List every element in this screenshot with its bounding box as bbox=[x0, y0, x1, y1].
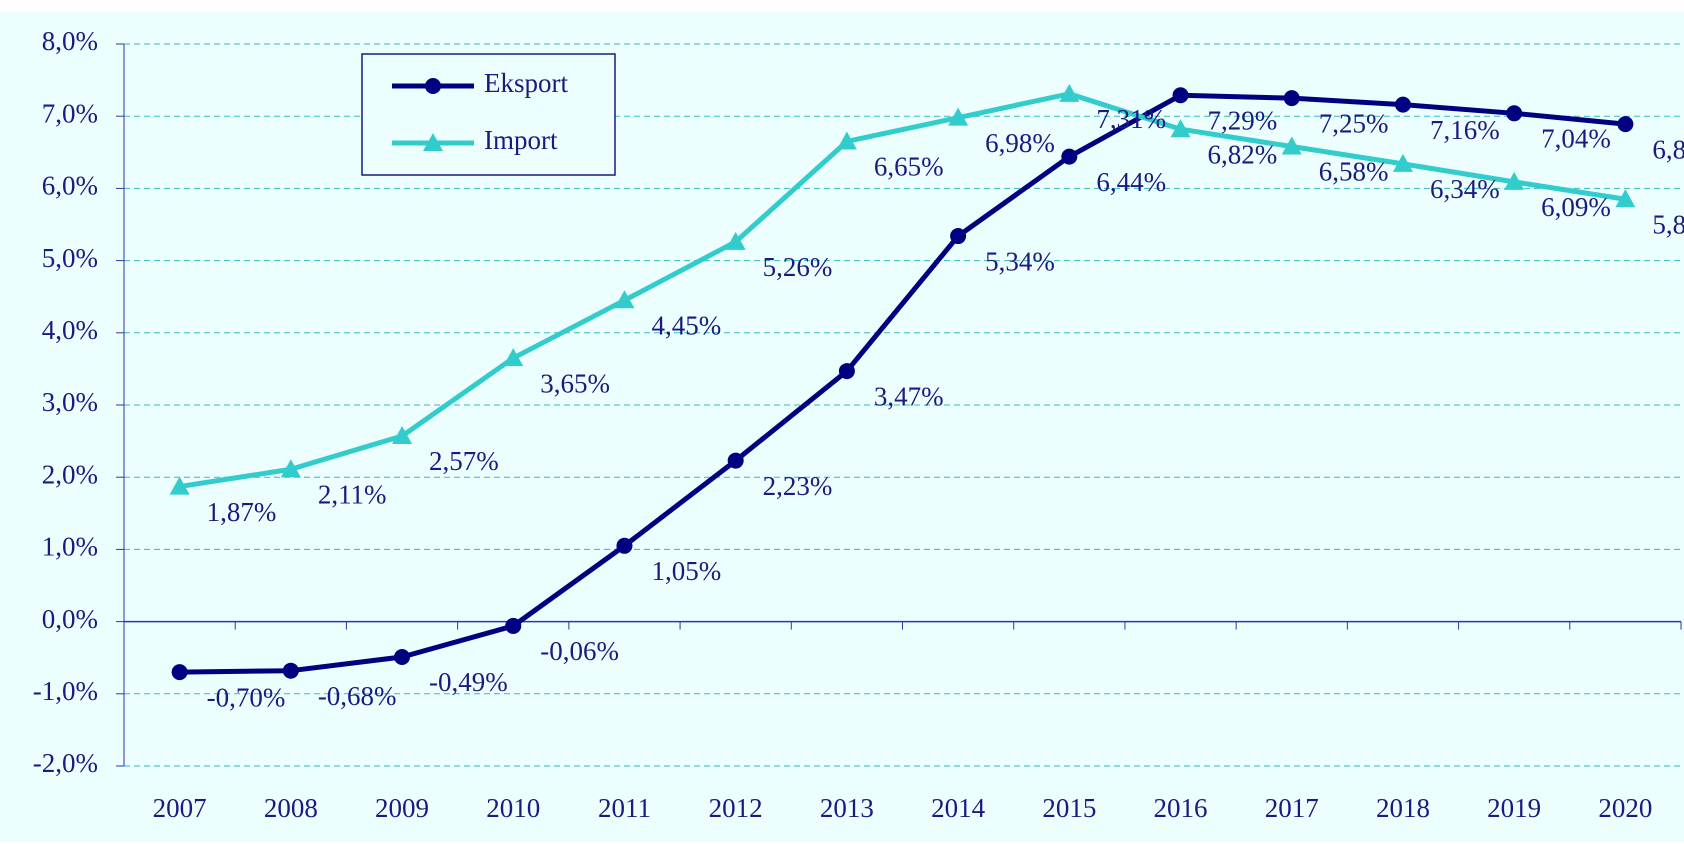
x-tick-label: 2013 bbox=[820, 793, 874, 823]
data-label: 6,58% bbox=[1319, 157, 1389, 187]
y-tick-label: 6,0% bbox=[42, 171, 98, 201]
y-tick-label: 0,0% bbox=[42, 604, 98, 634]
data-label: 6,44% bbox=[1096, 167, 1166, 197]
x-tick-label: 2019 bbox=[1487, 793, 1541, 823]
data-point bbox=[280, 459, 301, 478]
y-tick-label: 3,0% bbox=[42, 387, 98, 417]
data-point bbox=[394, 648, 411, 665]
data-point bbox=[948, 107, 969, 126]
data-label: 6,65% bbox=[874, 152, 944, 182]
data-point bbox=[505, 617, 522, 634]
data-point bbox=[1283, 90, 1300, 107]
data-point bbox=[1281, 136, 1302, 155]
data-label: 6,34% bbox=[1430, 174, 1500, 204]
data-point bbox=[616, 537, 633, 554]
data-point bbox=[1617, 116, 1634, 133]
data-label: 4,45% bbox=[651, 311, 721, 341]
data-point bbox=[1170, 119, 1191, 138]
x-tick-label: 2016 bbox=[1154, 793, 1208, 823]
data-point bbox=[1615, 189, 1636, 208]
data-point bbox=[950, 228, 967, 245]
y-tick-label: -2,0% bbox=[33, 748, 98, 778]
data-label: 7,16% bbox=[1430, 115, 1500, 145]
data-label: -0,06% bbox=[540, 636, 619, 666]
data-point bbox=[1172, 87, 1189, 104]
y-tick-label: 5,0% bbox=[42, 243, 98, 273]
series-line bbox=[179, 91, 1626, 490]
x-tick-label: 2010 bbox=[486, 793, 540, 823]
legend-box bbox=[361, 53, 616, 176]
y-tick-label: 8,0% bbox=[42, 26, 98, 56]
data-label: 1,05% bbox=[651, 556, 721, 586]
x-tick-label: 2017 bbox=[1265, 793, 1319, 823]
data-point bbox=[838, 363, 855, 380]
data-point bbox=[169, 476, 190, 495]
data-label: 2,23% bbox=[763, 471, 833, 501]
data-label: 6,89% bbox=[1652, 134, 1684, 164]
data-point bbox=[392, 426, 413, 445]
data-label: 7,31% bbox=[1096, 104, 1166, 134]
data-point bbox=[1504, 171, 1525, 190]
data-point bbox=[836, 131, 857, 150]
data-label: 6,98% bbox=[985, 128, 1055, 158]
data-point bbox=[725, 231, 746, 250]
y-tick-label: 2,0% bbox=[42, 459, 98, 489]
legend-marker bbox=[423, 133, 443, 151]
x-tick-label: 2008 bbox=[264, 793, 318, 823]
x-tick-label: 2007 bbox=[153, 793, 207, 823]
legend-label: Import bbox=[484, 125, 558, 155]
data-label: 6,09% bbox=[1541, 192, 1611, 222]
data-label: 7,29% bbox=[1208, 105, 1278, 135]
data-point bbox=[1394, 96, 1411, 113]
data-label: 3,47% bbox=[874, 381, 944, 411]
y-tick-label: 4,0% bbox=[42, 315, 98, 345]
data-label: 7,25% bbox=[1319, 108, 1389, 138]
y-tick-label: 1,0% bbox=[42, 532, 98, 562]
data-point bbox=[1059, 83, 1080, 102]
x-tick-label: 2020 bbox=[1598, 793, 1652, 823]
data-label: 1,87% bbox=[207, 497, 277, 527]
data-label: 5,85% bbox=[1652, 209, 1684, 239]
data-label: -0,68% bbox=[318, 681, 397, 711]
legend-marker bbox=[425, 78, 441, 94]
data-point bbox=[1061, 148, 1078, 165]
x-tick-label: 2011 bbox=[598, 793, 651, 823]
data-label: 3,65% bbox=[540, 368, 610, 398]
data-point bbox=[282, 662, 299, 679]
data-label: 5,34% bbox=[985, 246, 1055, 276]
data-label: -0,49% bbox=[429, 667, 508, 697]
chart-background bbox=[0, 12, 1684, 842]
series-line bbox=[179, 92, 1626, 675]
x-tick-label: 2015 bbox=[1042, 793, 1096, 823]
legend-label: Eksport bbox=[484, 68, 568, 98]
x-tick-label: 2018 bbox=[1376, 793, 1430, 823]
data-point bbox=[727, 452, 744, 469]
x-tick-label: 2009 bbox=[375, 793, 429, 823]
data-point bbox=[1392, 153, 1413, 172]
data-point bbox=[614, 290, 635, 309]
x-tick-label: 2014 bbox=[931, 793, 986, 823]
x-tick-label: 2012 bbox=[709, 793, 763, 823]
data-label: 2,11% bbox=[318, 479, 387, 509]
data-label: 5,26% bbox=[763, 252, 833, 282]
data-point bbox=[1506, 105, 1523, 122]
data-label: 6,82% bbox=[1208, 139, 1278, 169]
data-label: 7,04% bbox=[1541, 124, 1611, 154]
data-label: -0,70% bbox=[207, 682, 286, 712]
data-point bbox=[171, 664, 188, 681]
y-tick-label: 7,0% bbox=[42, 98, 98, 128]
y-tick-label: -1,0% bbox=[33, 676, 98, 706]
data-point bbox=[503, 348, 524, 367]
data-label: 2,57% bbox=[429, 446, 499, 476]
